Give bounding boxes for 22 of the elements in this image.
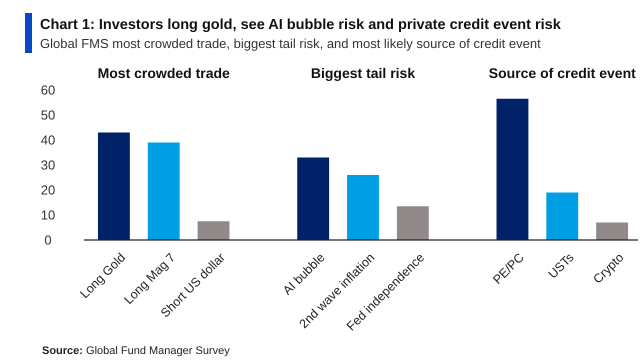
bar	[347, 175, 379, 240]
y-tick-label: 0	[44, 232, 52, 248]
bar	[148, 142, 180, 240]
chart-subtitle: Global FMS most crowded trade, biggest tail risk, and most likely source of credit event	[40, 36, 542, 51]
source-note: Source: Global Fund Manager Survey	[42, 345, 230, 357]
y-tick-label: 10	[40, 208, 56, 223]
y-tick-label: 20	[40, 182, 56, 198]
bar	[297, 158, 330, 240]
text: Biggest tail risk	[310, 65, 416, 81]
bar	[198, 221, 230, 240]
bar	[98, 132, 130, 240]
bar	[546, 192, 578, 240]
y-tick-label: 60	[40, 82, 56, 98]
text: Most crowded trade	[98, 65, 230, 81]
y-tick-label: 30	[40, 158, 56, 173]
bar	[596, 222, 628, 240]
chart-title: Chart 1: Investors long gold, see AI bubble risk and private credit event risk	[40, 17, 562, 33]
bar	[496, 98, 528, 240]
y-tick-label: 40	[40, 132, 56, 148]
source-note: Source of credit event	[488, 65, 636, 81]
bar	[396, 206, 429, 240]
y-tick-label: 50	[40, 108, 56, 123]
